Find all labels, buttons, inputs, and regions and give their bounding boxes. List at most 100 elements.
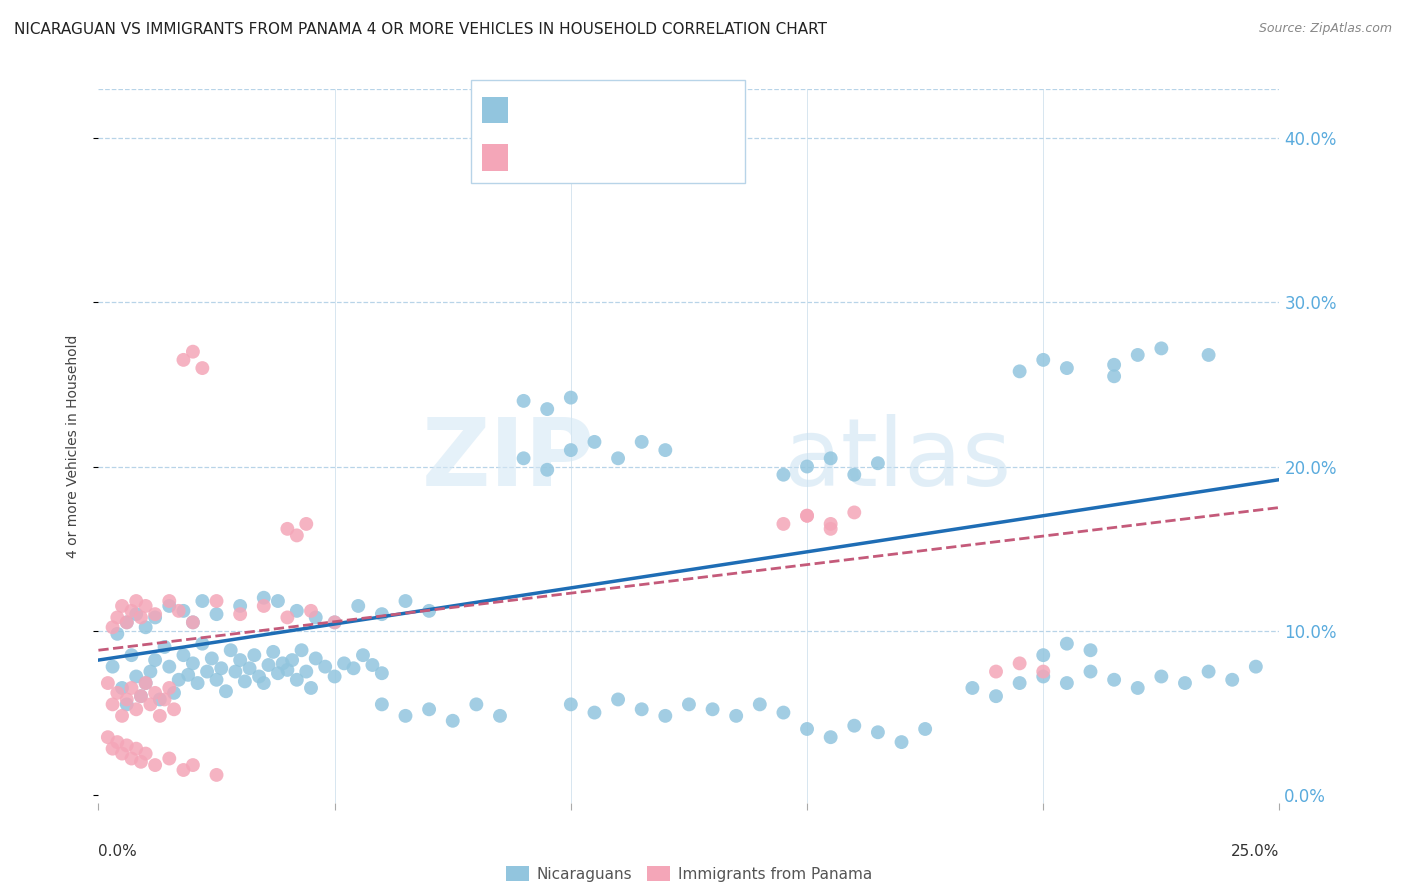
Point (111, 747, 134, 761)
Legend: Nicaraguans, Immigrants from Panama: Nicaraguans, Immigrants from Panama (499, 860, 879, 888)
Point (125, 702, 148, 716)
Point (333, 657, 356, 671)
Point (276, 522, 298, 536)
Point (135, 676, 157, 690)
Point (1032, 648, 1054, 662)
Point (295, 516, 318, 531)
Point (153, 692, 176, 706)
Point (295, 665, 318, 679)
Text: 69: 69 (661, 101, 682, 115)
Point (125, 741, 148, 756)
Point (1008, 657, 1031, 671)
Point (253, 599, 276, 613)
Point (305, 651, 328, 665)
Point (101, 659, 124, 673)
Point (233, 674, 256, 689)
Point (772, 706, 794, 720)
Point (201, 651, 224, 665)
Point (209, 661, 232, 675)
Point (257, 658, 280, 673)
Point (1244, 659, 1267, 673)
Point (139, 698, 162, 712)
Point (239, 661, 262, 675)
Point (371, 666, 394, 681)
Point (962, 681, 984, 695)
Point (181, 615, 204, 630)
Text: N =: N = (626, 101, 655, 115)
Point (163, 702, 186, 716)
Point (135, 599, 157, 613)
Point (111, 709, 134, 723)
Point (181, 344, 204, 359)
Point (512, 393, 534, 408)
Point (129, 610, 152, 624)
Point (1198, 348, 1220, 362)
Point (1198, 665, 1220, 679)
Point (276, 663, 298, 677)
Point (1008, 676, 1031, 690)
Point (229, 599, 252, 613)
Point (1080, 643, 1102, 657)
Point (342, 661, 364, 675)
Point (702, 702, 724, 716)
Point (489, 709, 512, 723)
Point (1032, 352, 1054, 367)
Point (101, 698, 124, 712)
Point (105, 735, 128, 749)
Text: NICARAGUAN VS IMMIGRANTS FROM PANAMA 4 OR MORE VEHICLES IN HOUSEHOLD CORRELATION: NICARAGUAN VS IMMIGRANTS FROM PANAMA 4 O… (14, 22, 827, 37)
Point (172, 352, 194, 367)
Point (121, 681, 143, 695)
Point (101, 741, 124, 756)
Point (205, 768, 228, 782)
Point (418, 702, 440, 716)
Point (157, 751, 180, 765)
Point (135, 620, 157, 634)
Point (191, 637, 214, 651)
Point (285, 604, 308, 618)
Point (844, 505, 866, 519)
Point (914, 722, 936, 736)
Point (890, 735, 912, 749)
Point (630, 434, 652, 449)
Point (371, 698, 394, 712)
Point (394, 594, 416, 608)
Point (115, 692, 138, 706)
Point (607, 692, 630, 706)
Point (654, 443, 676, 458)
Point (285, 528, 308, 542)
Point (796, 508, 818, 523)
Point (290, 643, 312, 657)
Y-axis label: 4 or more Vehicles in Household: 4 or more Vehicles in Household (66, 334, 80, 558)
Text: atlas: atlas (783, 414, 1012, 507)
Point (352, 648, 374, 662)
Point (654, 709, 676, 723)
Point (820, 730, 842, 744)
Point (267, 666, 290, 681)
Point (371, 607, 394, 622)
Text: 25.0%: 25.0% (1232, 844, 1279, 859)
Point (418, 604, 440, 618)
Point (323, 615, 346, 630)
Point (820, 451, 842, 466)
Point (149, 692, 172, 706)
Point (143, 610, 166, 624)
Point (560, 443, 582, 458)
Point (205, 594, 228, 608)
Point (205, 673, 228, 687)
Point (1056, 676, 1078, 690)
Point (1102, 673, 1125, 687)
Point (607, 451, 630, 466)
Point (157, 681, 180, 695)
Point (135, 676, 157, 690)
Point (305, 610, 328, 624)
Point (772, 516, 794, 531)
Point (191, 361, 214, 376)
Point (866, 456, 889, 470)
Point (796, 459, 818, 474)
Point (1102, 369, 1125, 384)
Point (101, 620, 124, 634)
Point (97, 730, 120, 744)
Point (121, 648, 143, 662)
Point (157, 599, 180, 613)
Point (172, 604, 194, 618)
